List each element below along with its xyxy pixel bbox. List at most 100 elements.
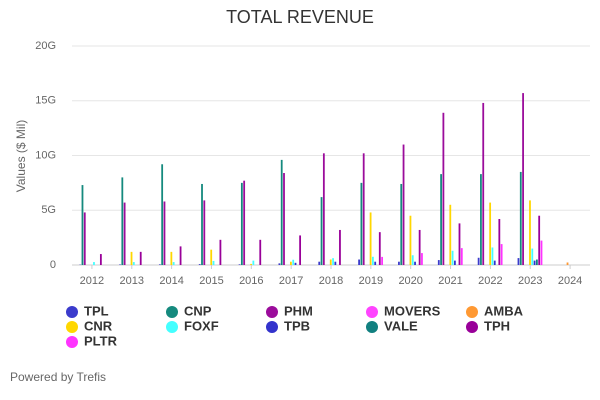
bar xyxy=(498,219,501,265)
bar xyxy=(212,260,215,265)
bar xyxy=(210,249,213,265)
legend-marker xyxy=(66,306,78,318)
legend-label: TPL xyxy=(84,303,109,318)
legend-marker xyxy=(366,306,378,318)
legend-label: CNR xyxy=(84,318,113,333)
x-tick-label: 2016 xyxy=(239,275,263,287)
bar xyxy=(482,102,485,265)
bar xyxy=(280,159,283,265)
x-tick-label: 2015 xyxy=(199,275,223,287)
y-tick-label: 20G xyxy=(35,40,56,52)
bar xyxy=(170,251,173,265)
legend-marker xyxy=(466,321,478,333)
bar xyxy=(409,215,412,265)
bar xyxy=(522,93,524,266)
bar xyxy=(132,262,135,265)
bar xyxy=(519,171,522,265)
bar xyxy=(121,177,124,265)
x-tick-label: 2019 xyxy=(359,275,383,287)
bar xyxy=(381,256,383,265)
x-tick-label: 2013 xyxy=(120,275,144,287)
legend-label: VALE xyxy=(384,318,418,333)
legend-marker xyxy=(166,306,178,318)
bar xyxy=(339,229,341,265)
legend-label: AMBA xyxy=(484,303,524,318)
x-tick-label: 2022 xyxy=(478,275,502,287)
bar xyxy=(358,259,360,265)
bar xyxy=(400,183,403,265)
bar xyxy=(538,215,541,265)
bar xyxy=(172,262,175,265)
bar xyxy=(252,260,255,265)
bar xyxy=(83,212,86,265)
bar xyxy=(411,255,414,265)
x-tick-label: 2012 xyxy=(80,275,104,287)
bar xyxy=(535,259,538,265)
x-tick-label: 2017 xyxy=(279,275,303,287)
x-tick-label: 2018 xyxy=(319,275,343,287)
bar xyxy=(299,235,302,265)
bar xyxy=(163,201,166,265)
chart-title: TOTAL REVENUE xyxy=(226,7,374,27)
bar xyxy=(93,262,95,265)
bar xyxy=(81,185,84,265)
bar xyxy=(362,153,365,265)
bar xyxy=(219,239,222,265)
y-tick-label: 5G xyxy=(41,204,56,216)
bar xyxy=(460,248,463,265)
bar xyxy=(318,261,321,265)
legend-label: TPB xyxy=(284,318,310,333)
bar xyxy=(517,258,520,265)
bar xyxy=(491,247,494,265)
bar xyxy=(240,182,243,265)
x-tick-label: 2014 xyxy=(159,275,183,287)
legend-marker xyxy=(366,321,378,333)
bar xyxy=(329,259,332,265)
bar xyxy=(458,223,461,265)
x-tick-label: 2023 xyxy=(518,275,542,287)
bar xyxy=(440,174,442,265)
legend-marker xyxy=(66,321,78,333)
bar xyxy=(139,251,142,265)
bar xyxy=(374,261,377,265)
bar xyxy=(453,260,456,265)
bar xyxy=(130,251,133,265)
bar xyxy=(161,164,164,265)
legend-label: CNP xyxy=(184,303,212,318)
bar xyxy=(529,200,531,265)
bar xyxy=(414,261,416,265)
bar xyxy=(123,202,126,265)
bar xyxy=(437,260,440,265)
x-tick-label: 2020 xyxy=(398,275,422,287)
bar xyxy=(566,262,569,265)
bar xyxy=(322,153,325,265)
bar xyxy=(531,248,534,265)
bar xyxy=(179,246,182,265)
bar xyxy=(243,180,246,265)
x-tick-label: 2021 xyxy=(438,275,462,287)
legend-marker xyxy=(66,336,78,348)
legend-marker xyxy=(166,321,178,333)
bar xyxy=(378,232,381,265)
y-tick-label: 10G xyxy=(35,149,56,161)
legend-marker xyxy=(266,306,278,318)
bar xyxy=(99,254,102,265)
legend-label: MOVERS xyxy=(384,303,441,318)
bar xyxy=(198,264,201,265)
bar xyxy=(500,244,503,265)
bar xyxy=(489,202,492,265)
bar xyxy=(201,183,203,265)
bar xyxy=(332,258,334,265)
legend-marker xyxy=(466,306,478,318)
bar xyxy=(449,204,452,265)
bar xyxy=(119,264,121,265)
bar xyxy=(278,263,281,265)
footer: Powered by Trefis xyxy=(10,370,106,384)
bar xyxy=(158,264,161,265)
bar xyxy=(418,229,421,265)
y-axis-label: Values ($ Mil) xyxy=(14,120,28,192)
bar xyxy=(533,260,536,265)
y-tick-label: 15G xyxy=(35,95,56,107)
bar xyxy=(371,256,374,265)
